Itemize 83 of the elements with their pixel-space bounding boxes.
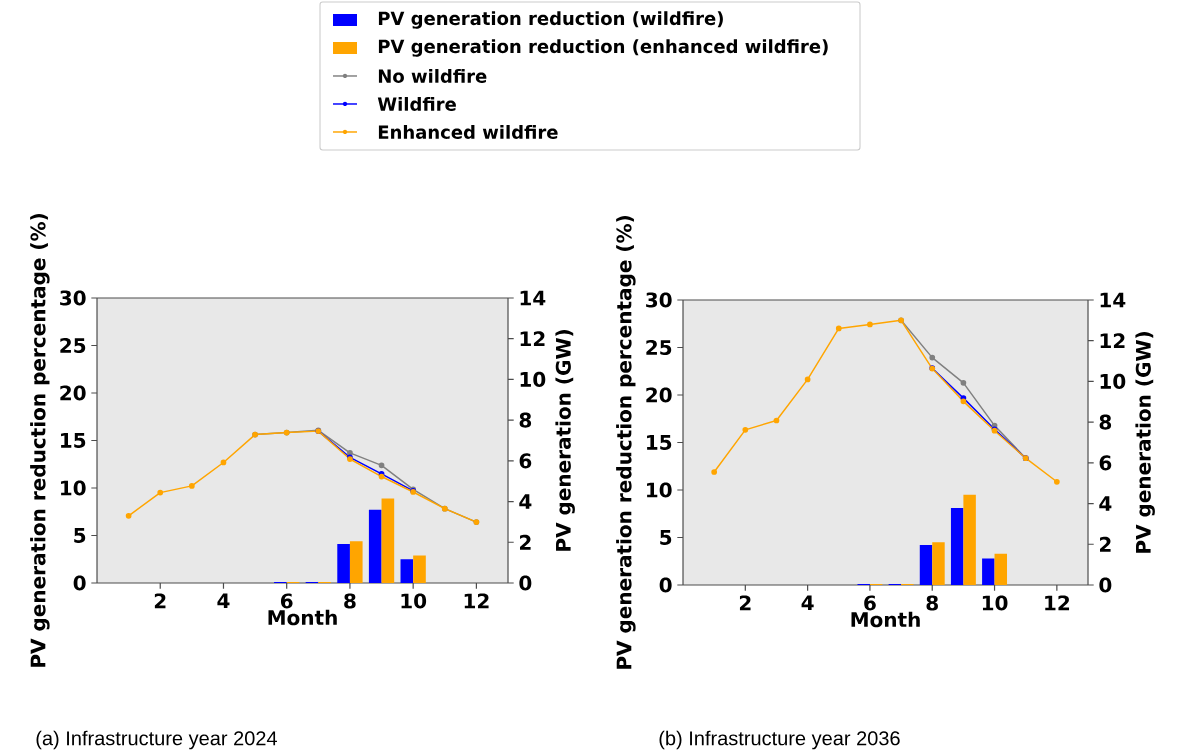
y2-tick-label: 2 xyxy=(520,534,531,550)
point xyxy=(188,483,195,489)
y-tick-label: 30 xyxy=(646,292,672,308)
x-tick-label: 8 xyxy=(344,593,356,609)
point xyxy=(1053,478,1060,485)
point xyxy=(711,469,718,475)
y-axis-title: PV generation reduction percentage (%) xyxy=(30,214,50,667)
bar xyxy=(919,545,933,585)
x-tick-label: 6 xyxy=(280,593,293,609)
y2-tick-label: 4 xyxy=(519,494,532,509)
bar xyxy=(400,559,414,583)
x-tick-label: 10 xyxy=(401,593,427,609)
x-tick-label: 6 xyxy=(864,595,876,611)
point xyxy=(929,354,936,361)
y2-tick-label: 6 xyxy=(1099,455,1112,471)
x-axis-title: Month xyxy=(851,611,920,628)
text: (a) Infrastructure year 2024 xyxy=(36,730,277,750)
point xyxy=(347,450,353,456)
point xyxy=(157,489,164,496)
point xyxy=(960,379,967,386)
y-tick-label: 5 xyxy=(660,530,672,545)
point xyxy=(125,512,132,519)
bar xyxy=(950,508,964,585)
legend-label: Wildfire xyxy=(377,97,456,111)
y2-axis-title: PV generation (GW) xyxy=(555,330,575,551)
bar xyxy=(932,542,945,585)
bar xyxy=(413,555,426,583)
legend-label: No wildfire xyxy=(378,69,487,83)
y2-tick-label: 8 xyxy=(1099,414,1112,430)
y-tick-label: 0 xyxy=(73,575,86,591)
y-tick-label: 20 xyxy=(646,387,672,403)
y-tick-label: 15 xyxy=(61,433,86,448)
bar xyxy=(349,541,363,583)
text: (b) Infrastructure year 2036 xyxy=(659,730,900,750)
y-tick-label: 0 xyxy=(659,577,672,593)
bar xyxy=(982,558,995,585)
legend-label: PV generation reduction (enhanced wildfire) xyxy=(378,39,828,57)
y2-tick-label: 8 xyxy=(519,412,532,428)
y-tick-label: 25 xyxy=(60,337,86,354)
y-tick-label: 10 xyxy=(647,482,672,498)
point xyxy=(960,398,967,405)
y-tick-label: 25 xyxy=(646,339,672,356)
point xyxy=(773,417,780,424)
y2-tick-label: 0 xyxy=(519,575,532,591)
x-tick-label: 12 xyxy=(1045,595,1070,611)
point xyxy=(867,321,873,328)
point xyxy=(220,459,227,466)
x-tick-label: 4 xyxy=(217,593,230,608)
x-tick-label: 2 xyxy=(739,595,751,611)
y2-tick-label: 10 xyxy=(520,371,546,387)
y-tick-label: 5 xyxy=(74,528,86,543)
legend-label: Enhanced wildfire xyxy=(378,125,558,139)
y2-tick-label: 0 xyxy=(1099,577,1112,593)
y2-tick-label: 2 xyxy=(1100,536,1111,552)
x-tick-label: 2 xyxy=(154,593,166,609)
y-tick-label: 20 xyxy=(60,385,86,401)
x-tick-label: 4 xyxy=(801,595,814,610)
y2-tick-label: 10 xyxy=(1100,373,1126,389)
y2-tick-label: 14 xyxy=(1100,292,1126,308)
bar xyxy=(963,494,976,585)
x-tick-label: 10 xyxy=(982,595,1008,611)
x-tick-label: 8 xyxy=(926,595,938,611)
y2-tick-label: 14 xyxy=(520,290,546,306)
y-tick-label: 15 xyxy=(647,435,672,450)
y2-tick-label: 4 xyxy=(1099,496,1112,511)
point xyxy=(835,325,842,332)
bar xyxy=(994,553,1008,585)
point xyxy=(742,426,749,433)
bar xyxy=(337,544,350,583)
bar xyxy=(368,509,382,583)
y-axis-title: PV generation reduction percentage (%) xyxy=(616,216,636,669)
x-tick-label: 12 xyxy=(464,593,489,609)
point xyxy=(804,376,811,383)
y2-tick-label: 12 xyxy=(520,331,545,347)
legend-label: PV generation reduction (wildfire) xyxy=(378,11,723,29)
y2-tick-label: 12 xyxy=(1100,333,1125,349)
y2-tick-label: 6 xyxy=(519,453,532,469)
y2-axis-title: PV generation (GW) xyxy=(1135,332,1155,553)
y-tick-label: 10 xyxy=(61,480,86,496)
point xyxy=(378,462,385,469)
bar xyxy=(381,498,395,583)
x-axis-title: Month xyxy=(268,609,337,626)
y-tick-label: 30 xyxy=(60,290,86,306)
